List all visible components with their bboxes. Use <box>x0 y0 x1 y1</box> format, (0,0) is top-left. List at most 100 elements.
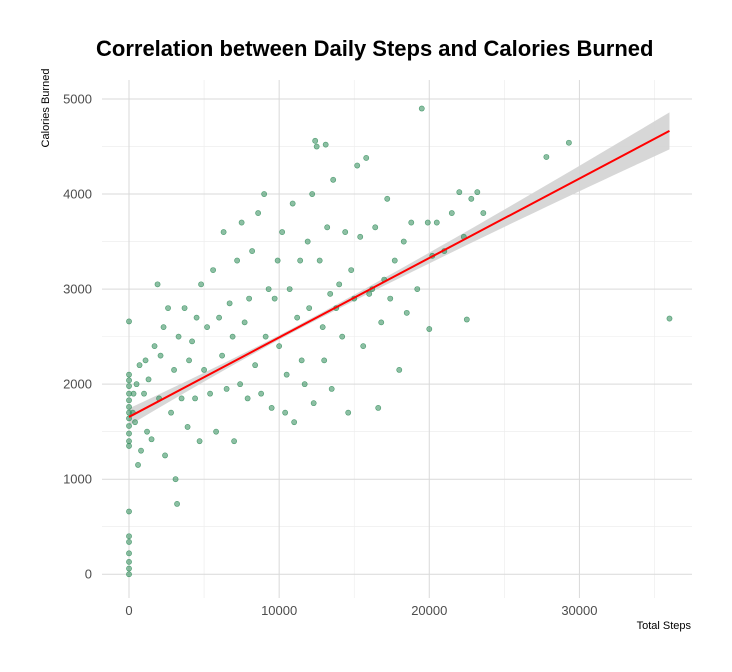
data-point <box>157 352 164 359</box>
data-point <box>126 443 132 449</box>
data-point <box>238 219 245 226</box>
data-point <box>480 210 487 216</box>
data-point <box>229 333 236 340</box>
data-point <box>306 305 313 312</box>
data-point <box>126 377 132 384</box>
data-point <box>220 229 227 235</box>
data-point <box>360 343 367 350</box>
data-point <box>201 366 207 373</box>
data-point <box>126 430 132 437</box>
data-point <box>384 195 391 202</box>
data-point <box>456 189 463 196</box>
data-point <box>258 390 265 397</box>
data-point <box>433 219 440 226</box>
data-point <box>181 305 188 312</box>
data-point <box>474 189 481 196</box>
y-tick-label: 3000 <box>63 282 92 297</box>
data-point <box>252 362 259 369</box>
data-point <box>330 176 337 183</box>
data-point <box>298 357 305 364</box>
data-point <box>279 229 286 235</box>
data-point <box>274 257 281 264</box>
data-point <box>223 385 230 392</box>
data-point <box>345 409 352 416</box>
chart-title: Correlation between Daily Steps and Calo… <box>96 36 654 61</box>
data-point <box>144 428 150 435</box>
data-point <box>174 501 180 507</box>
data-point <box>126 539 132 545</box>
data-point <box>289 200 296 207</box>
data-point <box>126 318 132 325</box>
data-point <box>357 233 364 240</box>
data-point <box>463 316 470 323</box>
data-point <box>375 405 382 411</box>
data-point <box>196 438 203 445</box>
data-point <box>171 366 177 373</box>
y-tick-label: 2000 <box>63 377 92 392</box>
data-point <box>145 376 152 383</box>
data-point <box>246 295 253 302</box>
data-point <box>348 267 355 273</box>
data-point <box>339 333 346 340</box>
data-point <box>135 462 141 468</box>
x-axis-title: Total Steps <box>637 620 692 632</box>
data-point <box>262 333 269 340</box>
regression-line <box>128 129 670 418</box>
data-point <box>168 409 174 416</box>
data-point <box>231 438 238 445</box>
data-point <box>400 238 407 245</box>
y-axis-title: Calories Burned <box>40 69 52 148</box>
data-point <box>141 390 147 397</box>
data-point <box>136 362 143 369</box>
data-point <box>126 508 132 515</box>
data-point <box>126 371 132 378</box>
data-point <box>193 314 200 321</box>
data-point <box>363 155 370 161</box>
confidence-band <box>129 112 670 426</box>
data-point <box>148 436 155 443</box>
data-point <box>418 105 425 112</box>
data-point <box>204 324 210 331</box>
data-point <box>189 338 195 345</box>
data-point <box>138 447 144 454</box>
data-point <box>160 324 167 331</box>
data-point <box>319 324 326 331</box>
data-point <box>186 357 192 364</box>
data-point <box>126 423 132 429</box>
data-point <box>154 281 161 288</box>
data-point <box>271 295 278 302</box>
data-point <box>126 438 132 445</box>
data-point <box>126 533 132 540</box>
data-point <box>261 191 268 197</box>
data-point <box>448 210 455 216</box>
regression-line-group <box>128 129 670 418</box>
data-point <box>255 210 262 216</box>
data-point <box>162 452 168 459</box>
data-point <box>210 267 216 273</box>
data-point <box>313 143 320 150</box>
data-point <box>321 357 328 364</box>
data-point <box>286 286 293 293</box>
data-point <box>265 286 272 293</box>
data-point <box>322 141 329 148</box>
data-point <box>403 309 410 316</box>
data-point <box>126 565 132 572</box>
x-tick-label: 20000 <box>411 603 447 618</box>
data-point <box>126 397 132 404</box>
data-point <box>310 400 317 407</box>
x-tick-label: 30000 <box>561 603 597 618</box>
data-point <box>126 558 132 565</box>
data-point <box>283 371 290 378</box>
data-point <box>268 405 275 411</box>
scatter-points <box>126 105 673 578</box>
data-point <box>312 137 319 144</box>
data-point <box>543 154 550 160</box>
confidence-band-area <box>129 112 670 426</box>
data-point <box>126 383 132 389</box>
data-point <box>249 248 256 254</box>
data-point <box>387 295 394 302</box>
data-point <box>372 224 379 231</box>
data-point <box>328 385 335 392</box>
